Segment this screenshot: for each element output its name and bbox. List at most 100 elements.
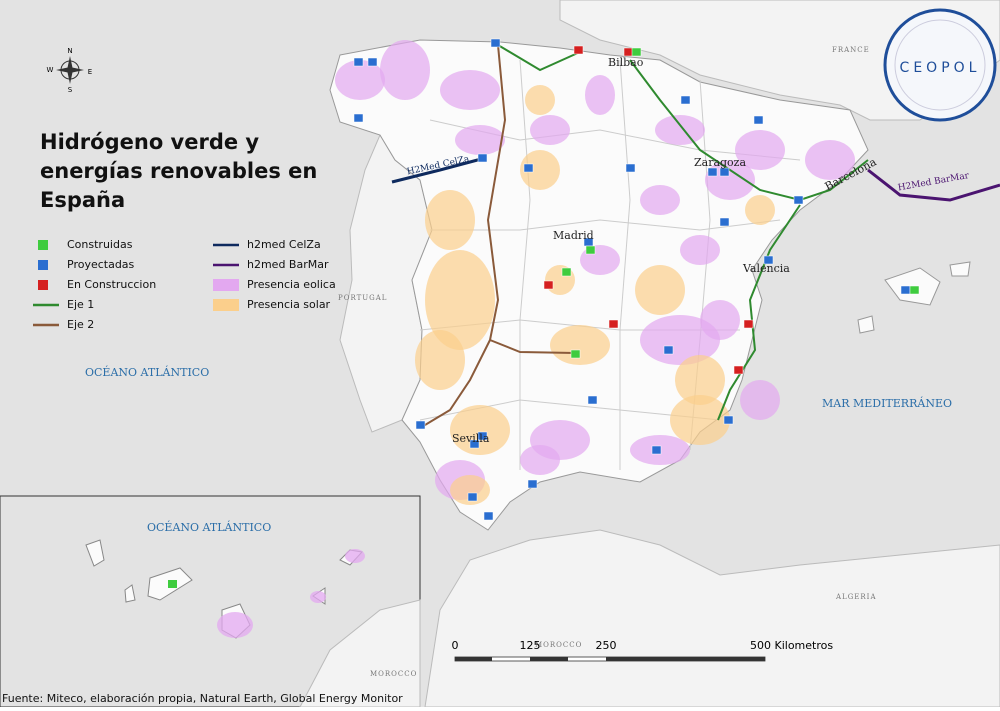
title-line: energías renovables en	[40, 159, 317, 183]
scale-label: 125	[520, 639, 541, 652]
legend-symbol	[38, 240, 48, 250]
inset-sea-label: OCÉANO ATLÁNTICO	[147, 520, 271, 534]
compass-label: W	[47, 66, 54, 74]
plant-marker	[573, 45, 584, 55]
legend-label: Presencia solar	[247, 298, 331, 311]
h2med-barmar	[867, 168, 1000, 202]
legend-symbol	[38, 280, 48, 290]
label-algeria: ALGERIA	[835, 593, 877, 601]
wind-area	[705, 160, 755, 200]
plant-marker	[625, 163, 636, 173]
compass-label: E	[88, 68, 92, 76]
legend-symbol	[38, 260, 48, 270]
title-line: Hidrógeno verde y	[40, 130, 259, 154]
plant-marker	[467, 492, 478, 502]
city: Zaragoza	[694, 156, 746, 169]
plant-marker	[353, 113, 364, 123]
legend-label: Presencia eolica	[247, 278, 336, 291]
legend-label: En Construccion	[67, 278, 156, 291]
resource-areas	[335, 40, 855, 505]
wind-area	[585, 75, 615, 115]
wind-area	[735, 130, 785, 170]
plant-marker	[570, 349, 581, 359]
plant-marker	[707, 167, 718, 177]
logo: CEOPOL	[883, 8, 997, 122]
plant-markers	[353, 38, 920, 521]
plant-marker	[631, 47, 642, 57]
africa-land	[424, 529, 1000, 708]
legend-label: Eje 1	[67, 298, 94, 311]
wind-area	[655, 115, 705, 145]
h2med-celza	[391, 156, 486, 184]
city: Sevilla	[452, 432, 490, 445]
ibiza	[857, 315, 875, 334]
wind-area	[455, 125, 505, 155]
plant-marker	[753, 115, 764, 125]
solar-area	[425, 190, 475, 250]
solar-area	[415, 330, 465, 390]
plant-marker	[483, 511, 494, 521]
title-line: España	[40, 188, 125, 212]
scale-bar: 0 125 250 500 Kilometros	[452, 639, 833, 662]
solar-area	[450, 475, 490, 505]
plant-marker	[719, 217, 730, 227]
logo-text: CEOPOL	[900, 60, 981, 76]
inset-country-label: MOROCCO	[370, 670, 417, 678]
plant-marker	[663, 345, 674, 355]
legend-label: h2med BarMar	[247, 258, 329, 271]
plant-marker	[587, 395, 598, 405]
plant-marker	[415, 420, 426, 430]
solar-area	[425, 250, 495, 350]
label-france: FRANCE	[832, 46, 870, 54]
compass: N S E W	[47, 47, 93, 94]
plant-marker	[477, 153, 488, 163]
plant-marker	[367, 57, 378, 67]
plant-marker	[733, 365, 744, 375]
wind-area	[640, 185, 680, 215]
compass-label: N	[67, 47, 72, 55]
solar-area	[670, 395, 730, 445]
plant-marker	[763, 255, 774, 265]
legend-symbol	[213, 299, 239, 311]
city: Bilbao	[608, 56, 644, 69]
solar-area	[525, 85, 555, 115]
plant-marker	[561, 267, 572, 277]
legend-label: h2med CelZa	[247, 238, 321, 251]
scale-label: 250	[596, 639, 617, 652]
solar-area	[635, 265, 685, 315]
plant-marker	[743, 319, 754, 329]
legend-label: Eje 2	[67, 318, 94, 331]
eje-2	[419, 44, 507, 429]
plant-marker	[543, 280, 554, 290]
plant-marker	[793, 195, 804, 205]
solar-area	[520, 150, 560, 190]
solar-area	[745, 195, 775, 225]
plant-marker	[353, 57, 364, 67]
compass-label: S	[68, 86, 73, 94]
wind-area	[680, 235, 720, 265]
plant-marker	[523, 163, 534, 173]
scale-label: 0	[452, 639, 459, 652]
plant-marker	[723, 415, 734, 425]
plant-marker	[680, 95, 691, 105]
eje-1	[629, 59, 869, 202]
wind-area	[380, 40, 430, 100]
wind-area	[530, 115, 570, 145]
plant-marker	[623, 47, 634, 57]
eje-1	[497, 44, 581, 72]
source: Fuente: Miteco, elaboración propia, Natu…	[2, 692, 403, 705]
scale-label: 500 Kilometros	[750, 639, 833, 652]
plant-marker	[909, 285, 920, 295]
menorca	[949, 261, 971, 277]
plant-marker	[477, 431, 488, 441]
wind-area	[640, 315, 720, 365]
city: Madrid	[553, 229, 594, 242]
plant-marker	[719, 167, 730, 177]
plant-marker	[608, 319, 619, 329]
city: Valencia	[742, 262, 790, 275]
solar-area	[675, 355, 725, 405]
wind-area	[700, 300, 740, 340]
plant-marker	[490, 38, 501, 48]
